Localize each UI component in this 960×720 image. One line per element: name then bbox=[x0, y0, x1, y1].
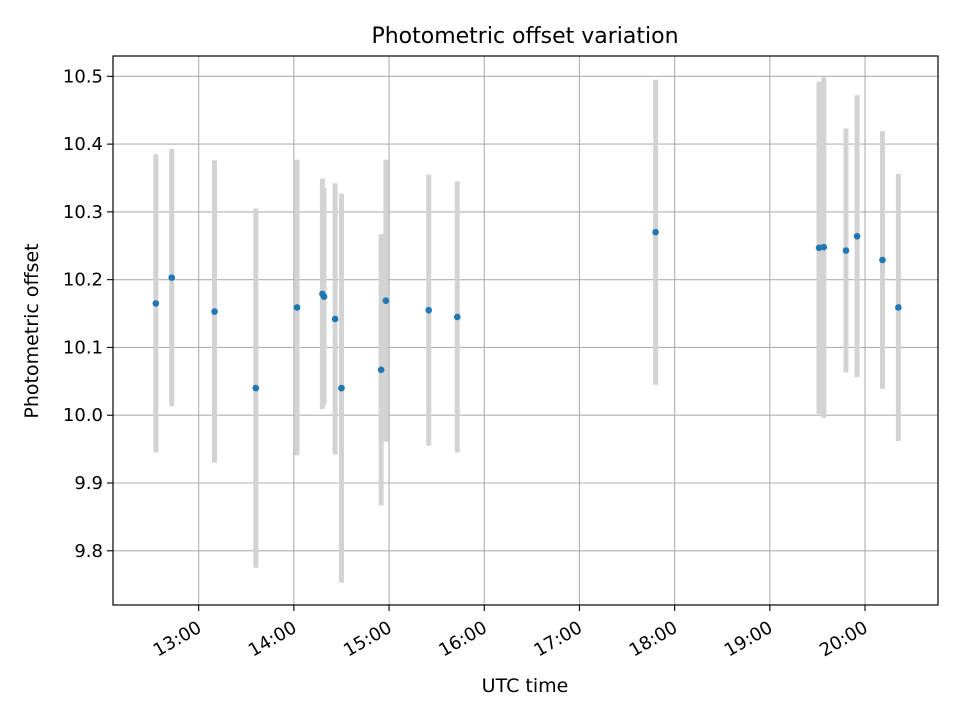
y-tick-label: 9.8 bbox=[74, 541, 103, 562]
y-axis-label: Photometric offset bbox=[21, 243, 43, 418]
grid-layer bbox=[113, 56, 938, 605]
data-point bbox=[453, 313, 461, 321]
data-point bbox=[895, 304, 902, 311]
data-point bbox=[652, 228, 659, 236]
y-tick-label: 10.5 bbox=[63, 66, 103, 87]
x-axis-label: UTC time bbox=[482, 675, 569, 697]
y-tick-label: 10.2 bbox=[63, 270, 103, 291]
data-point bbox=[331, 315, 339, 323]
data-point bbox=[320, 293, 328, 300]
data-point bbox=[425, 306, 433, 314]
chart-title: Photometric offset variation bbox=[371, 24, 678, 49]
y-tick-label: 10.0 bbox=[63, 405, 103, 426]
data-point bbox=[252, 384, 260, 392]
plot-frame bbox=[112, 55, 939, 606]
data-point bbox=[211, 308, 218, 315]
data-point bbox=[879, 256, 886, 264]
data-point bbox=[293, 304, 301, 311]
data-point bbox=[842, 247, 850, 254]
point-layer bbox=[152, 228, 902, 392]
data-point bbox=[338, 384, 345, 392]
data-point bbox=[168, 274, 176, 281]
data-point bbox=[152, 300, 160, 307]
y-tick-label: 9.9 bbox=[74, 473, 103, 494]
data-point bbox=[382, 297, 390, 304]
y-tick-label: 10.3 bbox=[63, 202, 103, 223]
data-point bbox=[377, 366, 385, 374]
y-tick-label: 10.1 bbox=[63, 337, 103, 358]
data-point bbox=[820, 243, 828, 251]
data-point bbox=[853, 232, 861, 240]
y-tick-label: 10.4 bbox=[63, 134, 103, 155]
